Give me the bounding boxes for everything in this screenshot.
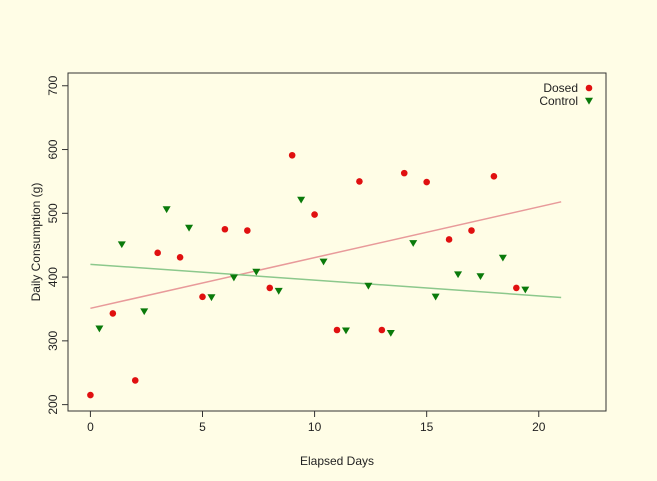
data-point-dosed [400, 169, 408, 177]
legend-label: Control [539, 94, 578, 108]
y-tick-label: 600 [46, 139, 60, 159]
trend-line-dosed [90, 201, 562, 310]
data-point-dosed [490, 173, 498, 180]
data-point-dosed [468, 227, 475, 234]
data-point-dosed [513, 284, 520, 292]
data-point-control [229, 274, 238, 282]
data-point-dosed [244, 227, 251, 234]
data-point-control [140, 308, 149, 316]
plot-frame [67, 72, 607, 412]
data-point-control [476, 273, 485, 281]
data-point-control [95, 325, 104, 333]
legend-marker [585, 84, 593, 92]
data-points [87, 151, 530, 399]
data-point-control [117, 241, 126, 249]
legend-marker [585, 97, 593, 105]
data-point-dosed [423, 178, 430, 186]
x-axis: 0 5 10 15 20 [87, 411, 546, 434]
x-tick-label: 5 [199, 420, 206, 434]
y-tick-label: 300 [46, 331, 60, 351]
data-point-control [498, 254, 507, 262]
data-point-dosed [266, 284, 274, 292]
y-axis-title: Daily Consumption (g) [29, 183, 43, 302]
data-point-control [431, 293, 440, 301]
y-tick-label: 700 [46, 75, 60, 95]
data-point-dosed [221, 225, 229, 233]
data-point-control [364, 282, 373, 290]
y-tick-label: 400 [46, 267, 60, 287]
data-point-control [252, 268, 261, 276]
x-tick-label: 10 [308, 420, 322, 434]
x-tick-label: 15 [420, 420, 434, 434]
data-point-dosed [109, 310, 117, 317]
data-point-dosed [333, 326, 341, 334]
y-tick-label: 500 [46, 203, 60, 223]
data-point-control [297, 196, 306, 204]
data-point-control [409, 240, 418, 247]
data-point-control [521, 286, 530, 294]
data-point-dosed [87, 391, 94, 399]
data-point-control [319, 258, 328, 266]
data-point-control [185, 224, 194, 232]
data-point-dosed [131, 377, 139, 384]
fit-lines [90, 201, 562, 310]
data-point-dosed [154, 249, 161, 257]
y-tick-label: 200 [46, 394, 60, 414]
data-point-control [341, 327, 350, 335]
y-axis: 200 300 400 500 600 700 [46, 75, 68, 415]
data-point-control [162, 206, 171, 214]
x-tick-label: 20 [532, 420, 546, 434]
legend-label: Dosed [543, 81, 578, 95]
data-point-dosed [288, 151, 296, 159]
data-point-dosed [199, 293, 206, 301]
data-point-dosed [176, 254, 184, 261]
data-point-control [386, 329, 395, 337]
x-axis-title: Elapsed Days [300, 454, 374, 468]
trend-line-control [90, 263, 562, 299]
data-point-control [207, 294, 216, 302]
data-point-dosed [378, 326, 386, 334]
data-point-dosed [445, 236, 453, 243]
data-point-control [274, 287, 283, 295]
x-tick-label: 0 [87, 420, 94, 434]
data-point-dosed [356, 178, 363, 185]
data-point-dosed [311, 211, 318, 218]
data-point-control [454, 271, 463, 279]
